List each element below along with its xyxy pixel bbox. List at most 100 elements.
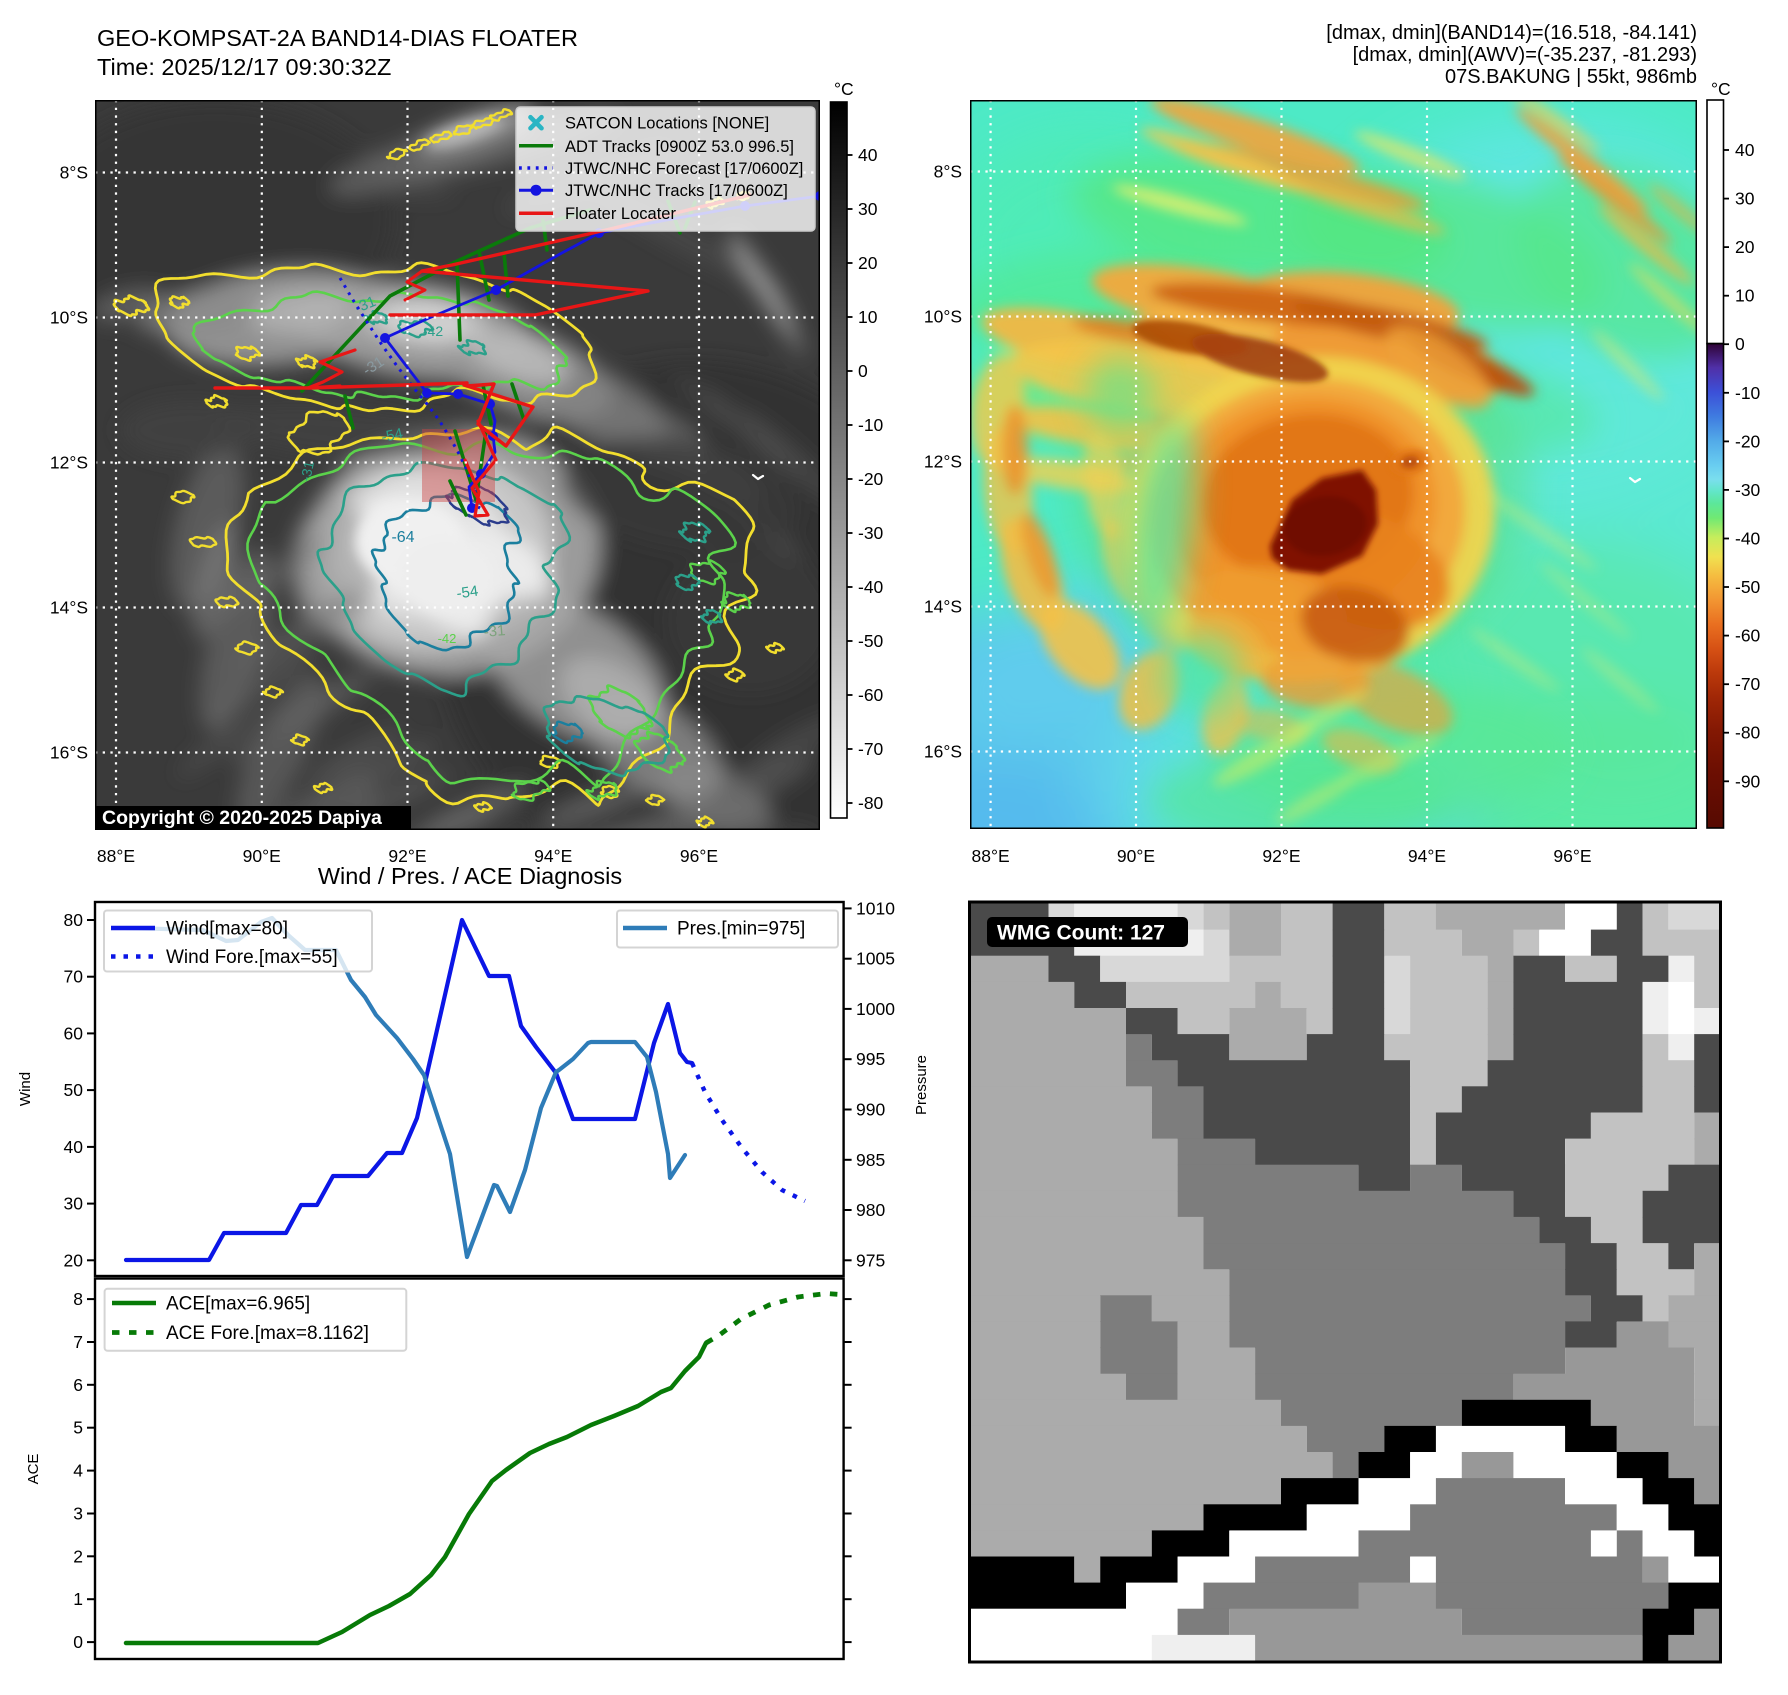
svg-text:12°S: 12°S — [924, 452, 962, 472]
svg-text:92°E: 92°E — [388, 846, 426, 866]
svg-text:-90: -90 — [1735, 771, 1761, 791]
svg-text:7: 7 — [73, 1332, 83, 1352]
svg-text:990: 990 — [856, 1099, 885, 1119]
svg-text:80: 80 — [64, 910, 84, 930]
svg-text:30: 30 — [64, 1194, 84, 1214]
svg-text:90°E: 90°E — [1117, 846, 1155, 866]
svg-text:Wind Fore.[max=55]: Wind Fore.[max=55] — [166, 947, 338, 968]
svg-text:-40: -40 — [858, 577, 884, 597]
svg-text:1005: 1005 — [856, 949, 895, 969]
svg-text:GEO-KOMPSAT-2A BAND14-DIAS FLO: GEO-KOMPSAT-2A BAND14-DIAS FLOATER — [97, 25, 578, 51]
svg-text:Copyright © 2020-2025 Dapiya: Copyright © 2020-2025 Dapiya — [102, 807, 382, 829]
svg-text:20: 20 — [858, 253, 878, 273]
svg-text:Pressure: Pressure — [913, 1055, 930, 1115]
svg-text:[dmax, dmin](BAND14)=(16.518,: [dmax, dmin](BAND14)=(16.518, -84.141) — [1326, 22, 1697, 44]
svg-text:0: 0 — [1735, 334, 1745, 354]
svg-text:94°E: 94°E — [534, 846, 572, 866]
svg-text:Wind / Pres. / ACE Diagnosis: Wind / Pres. / ACE Diagnosis — [318, 863, 622, 889]
svg-text:-20: -20 — [858, 469, 884, 489]
svg-text:-50: -50 — [858, 631, 884, 651]
svg-text:2: 2 — [73, 1546, 83, 1566]
svg-text:980: 980 — [856, 1200, 885, 1220]
svg-text:0: 0 — [858, 361, 868, 381]
svg-text:10°S: 10°S — [50, 308, 88, 328]
svg-text:°C: °C — [834, 79, 854, 99]
svg-text:60: 60 — [64, 1023, 84, 1043]
svg-text:30: 30 — [858, 199, 878, 219]
svg-text:JTWC/NHC Tracks [17/0600Z]: JTWC/NHC Tracks [17/0600Z] — [565, 182, 788, 200]
svg-text:14°S: 14°S — [924, 597, 962, 617]
svg-text:ADT Tracks [0900Z 53.0 996.5]: ADT Tracks [0900Z 53.0 996.5] — [565, 138, 794, 156]
svg-text:-60: -60 — [1735, 626, 1761, 646]
svg-text:3: 3 — [73, 1503, 83, 1523]
svg-text:4: 4 — [73, 1461, 83, 1481]
svg-text:40: 40 — [1735, 140, 1755, 160]
svg-text:-31: -31 — [352, 293, 378, 317]
svg-text:12°S: 12°S — [50, 453, 88, 473]
svg-text:16°S: 16°S — [924, 742, 962, 762]
svg-text:20: 20 — [64, 1250, 84, 1270]
svg-text:96°E: 96°E — [1553, 846, 1591, 866]
svg-text:10: 10 — [1735, 286, 1755, 306]
svg-text:40: 40 — [64, 1137, 84, 1157]
svg-text:ACE Fore.[max=8.1162]: ACE Fore.[max=8.1162] — [166, 1323, 369, 1344]
svg-text:8: 8 — [73, 1289, 83, 1309]
svg-text:94°E: 94°E — [1408, 846, 1446, 866]
svg-text:-10: -10 — [1735, 383, 1761, 403]
svg-text:-54: -54 — [380, 425, 405, 446]
svg-text:-30: -30 — [1735, 480, 1761, 500]
svg-text:16°S: 16°S — [50, 743, 88, 763]
svg-text:6: 6 — [73, 1375, 83, 1395]
svg-text:-54: -54 — [455, 583, 479, 603]
svg-text:88°E: 88°E — [972, 846, 1010, 866]
svg-text:WMG Count: 127: WMG Count: 127 — [997, 922, 1165, 945]
svg-text:-64: -64 — [391, 529, 414, 546]
svg-text:-70: -70 — [1735, 674, 1761, 694]
svg-text:90°E: 90°E — [243, 846, 281, 866]
svg-text:-30: -30 — [858, 523, 884, 543]
svg-text:[dmax, dmin](AWV)=(-35.237, -8: [dmax, dmin](AWV)=(-35.237, -81.293) — [1353, 44, 1697, 66]
svg-text:°C: °C — [1711, 79, 1731, 99]
svg-text:Wind[max=80]: Wind[max=80] — [166, 919, 288, 940]
svg-text:20: 20 — [1735, 237, 1755, 257]
svg-text:14°S: 14°S — [50, 598, 88, 618]
svg-text:40: 40 — [858, 145, 878, 165]
svg-text:-50: -50 — [1735, 577, 1761, 597]
svg-text:-31: -31 — [297, 459, 317, 482]
svg-text:-40: -40 — [1735, 528, 1761, 548]
svg-text:1010: 1010 — [856, 898, 895, 918]
svg-text:5: 5 — [73, 1418, 83, 1438]
svg-text:Pres.[min=975]: Pres.[min=975] — [677, 919, 805, 940]
svg-text:07S.BAKUNG | 55kt, 986mb: 07S.BAKUNG | 55kt, 986mb — [1445, 66, 1697, 88]
svg-text:ACE[max=6.965]: ACE[max=6.965] — [166, 1294, 310, 1315]
svg-text:88°E: 88°E — [97, 846, 135, 866]
svg-text:92°E: 92°E — [1262, 846, 1300, 866]
svg-text:8°S: 8°S — [934, 162, 962, 182]
svg-text:96°E: 96°E — [680, 846, 718, 866]
svg-text:1000: 1000 — [856, 999, 895, 1019]
svg-text:SATCON Locations [NONE]: SATCON Locations [NONE] — [565, 115, 769, 133]
svg-text:10°S: 10°S — [924, 307, 962, 327]
svg-text:Wind: Wind — [17, 1072, 34, 1106]
svg-text:Floater Locater: Floater Locater — [565, 205, 676, 223]
svg-text:-42: -42 — [423, 323, 443, 339]
svg-text:-42: -42 — [438, 631, 457, 646]
svg-text:985: 985 — [856, 1150, 885, 1170]
svg-text:50: 50 — [64, 1080, 84, 1100]
svg-text:995: 995 — [856, 1049, 885, 1069]
svg-text:-80: -80 — [858, 793, 884, 813]
svg-text:-20: -20 — [1735, 431, 1761, 451]
svg-text:10: 10 — [858, 307, 878, 327]
svg-text:-70: -70 — [858, 739, 884, 759]
svg-text:-60: -60 — [858, 685, 884, 705]
svg-text:0: 0 — [73, 1632, 83, 1652]
svg-text:-31: -31 — [483, 622, 506, 641]
svg-text:70: 70 — [64, 967, 84, 987]
svg-text:30: 30 — [1735, 189, 1755, 209]
svg-text:JTWC/NHC Forecast [17/0600Z]: JTWC/NHC Forecast [17/0600Z] — [565, 160, 803, 178]
svg-text:8°S: 8°S — [60, 163, 88, 183]
svg-text:-10: -10 — [858, 415, 884, 435]
svg-text:1: 1 — [73, 1589, 83, 1609]
svg-text:Time: 2025/12/17 09:30:32Z: Time: 2025/12/17 09:30:32Z — [97, 54, 391, 80]
svg-text:975: 975 — [856, 1250, 885, 1270]
